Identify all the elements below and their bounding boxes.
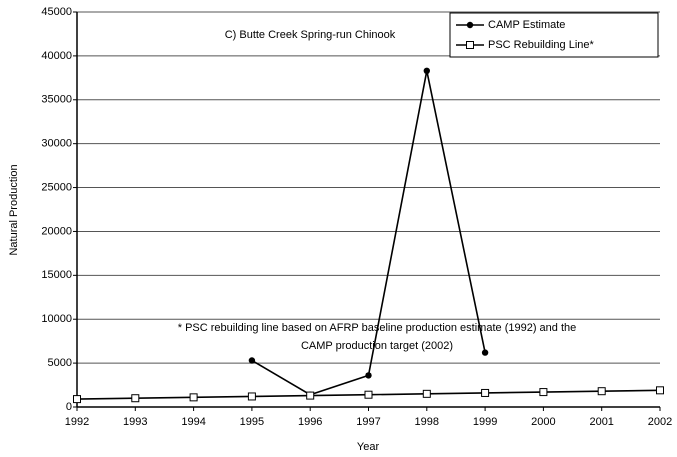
legend-label: PSC Rebuilding Line*: [488, 39, 595, 51]
x-axis-label: Year: [357, 441, 380, 453]
x-tick-label: 1992: [65, 416, 89, 428]
marker: [656, 386, 664, 395]
marker: [248, 357, 256, 364]
y-tick-label: 5000: [48, 357, 72, 369]
y-axis-label: Natural Production: [8, 164, 20, 255]
x-tick-label: 1995: [240, 416, 264, 428]
x-tick-label: 1993: [123, 416, 147, 428]
x-tick-label: 2000: [531, 416, 555, 428]
x-tick-label: 1996: [298, 416, 322, 428]
y-tick-label: 25000: [41, 181, 72, 193]
x-tick-label: 1998: [415, 416, 439, 428]
x-tick-label: 1994: [181, 416, 205, 428]
y-tick-label: 35000: [41, 94, 72, 106]
marker: [131, 394, 140, 403]
marker: [481, 349, 489, 356]
y-tick-label: 40000: [41, 50, 72, 62]
x-tick-label: 1997: [356, 416, 380, 428]
legend-marker: [466, 41, 474, 49]
marker: [539, 388, 548, 397]
annotation: * PSC rebuilding line based on AFRP base…: [178, 322, 577, 334]
legend-marker: [466, 21, 474, 29]
marker: [189, 393, 198, 402]
y-tick-label: 15000: [41, 269, 72, 281]
x-tick-label: 2001: [589, 416, 613, 428]
marker: [423, 67, 430, 75]
x-tick-label: 2002: [648, 416, 672, 428]
y-tick-label: 0: [66, 401, 72, 413]
x-tick-label: 1999: [473, 416, 497, 428]
marker: [422, 389, 431, 398]
chart-title: C) Butte Creek Spring-run Chinook: [225, 29, 396, 41]
legend-box: [449, 12, 659, 58]
marker: [306, 391, 315, 400]
marker: [73, 395, 81, 404]
annotation: CAMP production target (2002): [301, 340, 453, 352]
marker: [597, 387, 606, 396]
marker: [247, 392, 256, 401]
y-tick-label: 30000: [41, 138, 72, 150]
marker: [365, 372, 372, 379]
y-tick-label: 45000: [41, 6, 72, 18]
y-tick-label: 10000: [41, 313, 72, 325]
legend-label: CAMP Estimate: [488, 19, 565, 31]
marker: [364, 390, 373, 399]
y-tick-label: 20000: [41, 225, 72, 237]
marker: [481, 388, 490, 397]
